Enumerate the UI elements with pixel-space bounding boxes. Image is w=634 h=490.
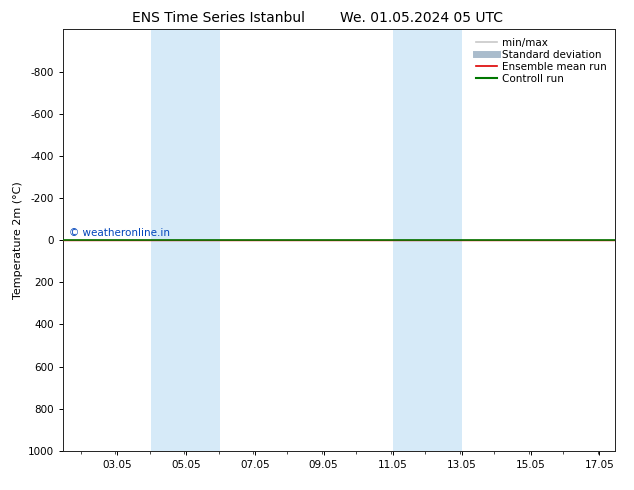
Y-axis label: Temperature 2m (°C): Temperature 2m (°C) — [13, 181, 23, 299]
Bar — [152, 29, 220, 451]
Text: © weatheronline.in: © weatheronline.in — [69, 228, 170, 238]
Text: ENS Time Series Istanbul        We. 01.05.2024 05 UTC: ENS Time Series Istanbul We. 01.05.2024 … — [131, 11, 503, 25]
Legend: min/max, Standard deviation, Ensemble mean run, Controll run: min/max, Standard deviation, Ensemble me… — [473, 35, 610, 87]
Bar — [392, 29, 462, 451]
